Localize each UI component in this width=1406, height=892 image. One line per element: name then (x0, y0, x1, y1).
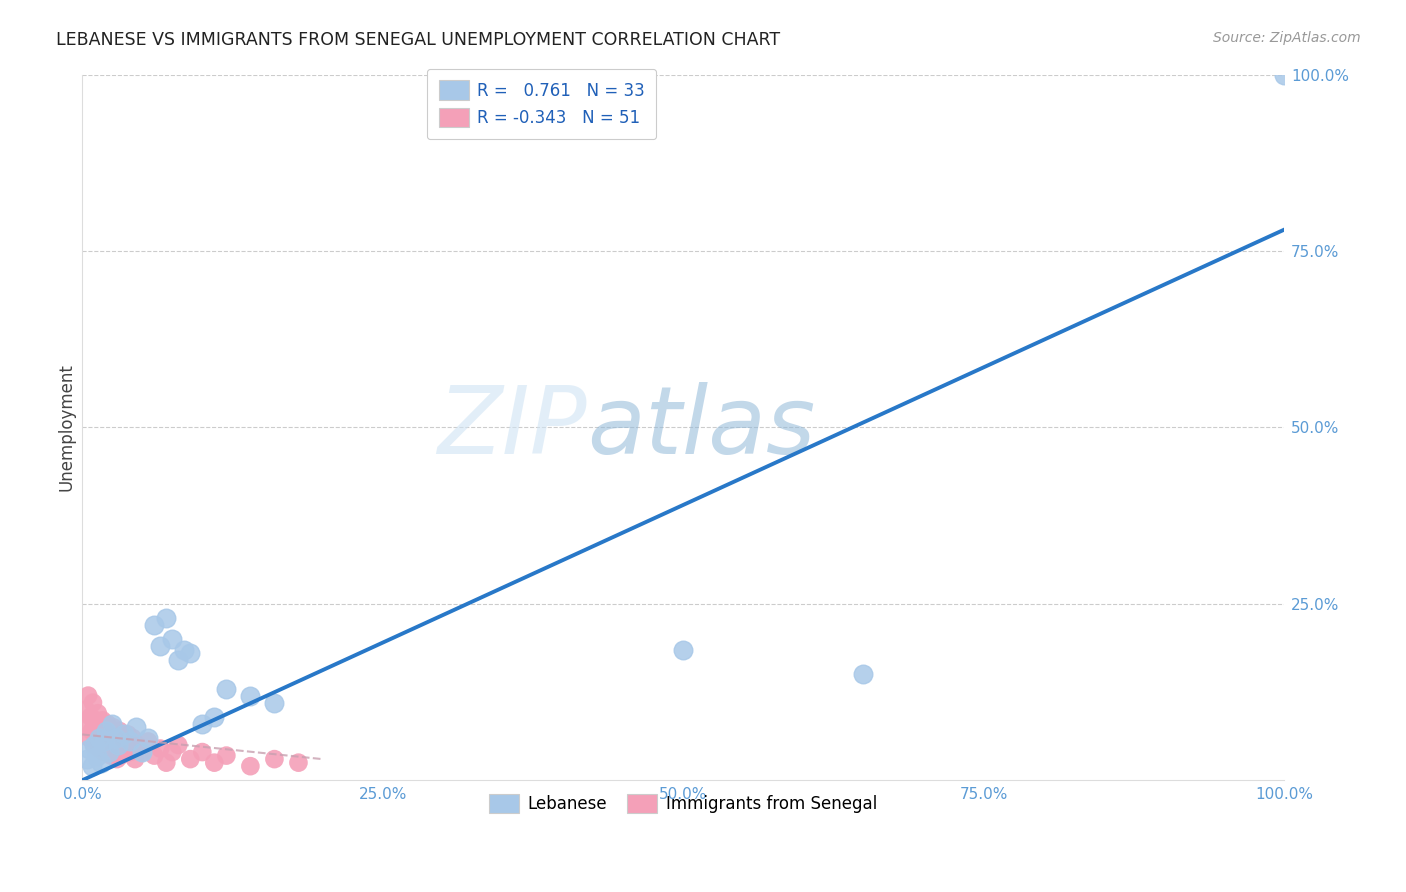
Point (93, 745, 115, 759)
Point (155, 611, 177, 625)
Point (97, 741, 120, 756)
Point (215, 748, 238, 763)
Point (191, 745, 214, 759)
Point (191, 716, 214, 731)
Point (79, 710, 101, 724)
Point (120, 745, 142, 759)
Point (167, 653, 190, 667)
Point (112, 727, 135, 741)
Point (131, 745, 153, 759)
Point (101, 716, 124, 731)
Point (672, 642, 695, 657)
Point (76, 752, 98, 766)
Point (96, 716, 118, 731)
Point (143, 618, 166, 632)
Point (96, 723, 118, 738)
Point (84, 714, 107, 728)
Point (162, 745, 184, 759)
Y-axis label: Unemployment: Unemployment (58, 363, 75, 491)
Point (173, 642, 195, 657)
Legend: Lebanese, Immigrants from Senegal: Lebanese, Immigrants from Senegal (478, 782, 889, 825)
Point (83, 738, 105, 752)
Point (104, 745, 127, 759)
Point (127, 738, 149, 752)
Point (98, 727, 121, 741)
Point (80, 759, 103, 773)
Text: atlas: atlas (586, 382, 815, 473)
Point (215, 681, 238, 696)
Point (79, 731, 101, 745)
Point (155, 756, 177, 770)
Point (263, 696, 285, 710)
Point (75, 703, 97, 717)
Point (82, 696, 104, 710)
Point (107, 738, 129, 752)
Point (179, 646, 201, 660)
Point (202, 710, 225, 724)
Point (83, 738, 105, 752)
Point (239, 689, 262, 703)
Point (202, 756, 225, 770)
Point (162, 632, 184, 647)
Point (105, 752, 128, 766)
Point (96, 731, 118, 745)
Point (239, 759, 262, 773)
Point (86, 727, 108, 741)
Point (104, 731, 127, 745)
Text: LEBANESE VS IMMIGRANTS FROM SENEGAL UNEMPLOYMENT CORRELATION CHART: LEBANESE VS IMMIGRANTS FROM SENEGAL UNEM… (56, 31, 780, 49)
Point (104, 731, 127, 745)
Point (167, 738, 190, 752)
Point (90, 756, 112, 770)
Point (136, 731, 159, 745)
Point (101, 734, 124, 748)
Point (120, 734, 142, 748)
Point (89, 720, 111, 734)
Point (79, 741, 101, 756)
Point (1272, 68, 1295, 82)
Point (100, 748, 122, 763)
Point (149, 741, 172, 756)
Point (80, 723, 103, 738)
Point (149, 639, 172, 653)
Point (179, 752, 201, 766)
Point (117, 727, 139, 741)
Point (110, 748, 132, 763)
Point (76, 716, 98, 731)
Point (108, 723, 131, 738)
Point (287, 756, 309, 770)
Point (121, 731, 143, 745)
Point (77, 689, 100, 703)
Point (86, 748, 108, 763)
Text: Source: ZipAtlas.com: Source: ZipAtlas.com (1213, 31, 1361, 45)
Point (114, 741, 136, 756)
Point (94, 723, 117, 738)
Point (125, 720, 148, 734)
Point (143, 748, 166, 763)
Point (107, 738, 129, 752)
Point (136, 734, 159, 748)
Point (91, 714, 114, 728)
Point (131, 745, 153, 759)
Point (93, 734, 115, 748)
Point (87, 706, 110, 721)
Point (97, 745, 120, 759)
Point (103, 720, 125, 734)
Point (263, 752, 285, 766)
Point (87, 731, 110, 745)
Point (111, 734, 134, 748)
Point (124, 752, 146, 766)
Point (87, 741, 110, 756)
Point (852, 667, 875, 681)
Text: ZIP: ZIP (437, 382, 586, 473)
Point (90, 734, 112, 748)
